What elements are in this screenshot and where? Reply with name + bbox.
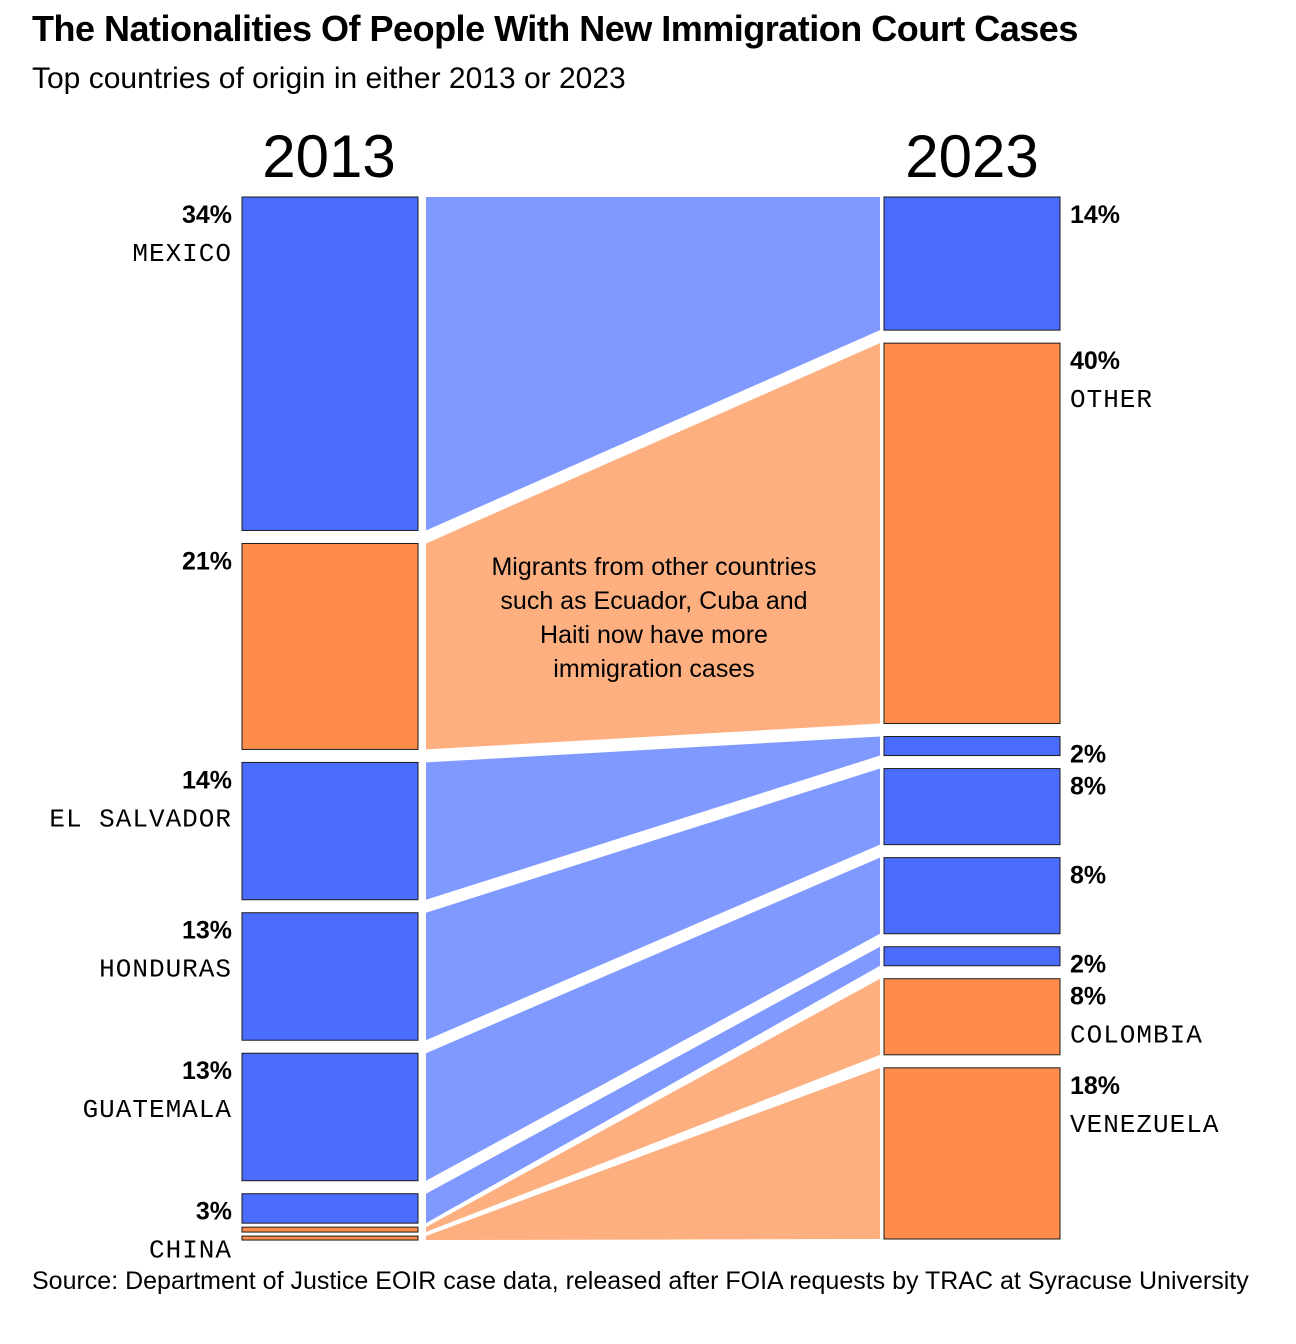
band-honduras: [426, 768, 880, 1041]
slope-chart: 34% MEXICO 14% 21% 40% OTHER 14% EL SALVADOR 2% 1…: [49, 123, 1219, 1260]
bar-2013-china: [241, 1193, 419, 1224]
pct-2013-el-salvador: 14%: [182, 766, 232, 794]
bars-2023: [883, 196, 1061, 1240]
bar-2023-venezuela: [883, 1067, 1061, 1240]
bar-labels: 34% MEXICO 14% 21% 40% OTHER 14% EL SALVADOR 2% 1…: [49, 201, 1219, 1260]
chart-title: The Nationalities Of People With New Imm…: [32, 8, 1078, 49]
pct-2023-mexico: 14%: [1070, 201, 1120, 229]
pct-2013-other: 21%: [182, 547, 232, 575]
bar-2023-guatemala: [883, 857, 1061, 935]
country-2013-honduras: HONDURAS: [99, 955, 232, 985]
pct-2023-guatemala: 8%: [1070, 862, 1106, 890]
country-2013-guatemala: GUATEMALA: [83, 1095, 232, 1125]
country-2013-china: CHINA: [149, 1236, 232, 1260]
bar-2013-el-salvador: [241, 761, 419, 901]
pct-2023-china: 2%: [1070, 951, 1106, 979]
pct-2023-venezuela: 18%: [1070, 1072, 1120, 1100]
pct-2013-china: 3%: [196, 1198, 232, 1226]
bar-2013-venezuela: [241, 1235, 419, 1241]
bar-2023-other: [883, 342, 1061, 725]
bars-2013: [241, 196, 419, 1241]
annotation-line: such as Ecuador, Cuba and: [500, 587, 807, 615]
band-mexico: [426, 197, 880, 531]
band-guatemala: [426, 857, 880, 1181]
bar-2023-el-salvador: [883, 736, 1061, 757]
bar-2023-colombia: [883, 978, 1061, 1056]
bar-2023-china: [883, 946, 1061, 967]
source-note: Source: Department of Justice EOIR case …: [32, 1267, 1249, 1295]
country-2013-el-salvador: EL SALVADOR: [49, 804, 232, 834]
bar-2013-honduras: [241, 912, 419, 1041]
bar-2013-mexico: [241, 196, 419, 531]
bar-2013-guatemala: [241, 1052, 419, 1182]
bar-2013-other: [241, 542, 419, 750]
country-2013-mexico: MEXICO: [132, 239, 232, 269]
band-other: [426, 343, 880, 750]
pct-2013-mexico: 34%: [182, 201, 232, 229]
country-2023-other: OTHER: [1070, 385, 1153, 415]
pct-2023-el-salvador: 2%: [1070, 741, 1106, 769]
annotation-line: Migrants from other countries: [491, 553, 816, 581]
band-venezuela: [426, 1067, 880, 1241]
pct-2023-colombia: 8%: [1070, 983, 1106, 1011]
year-label-2023: 2023: [905, 123, 1038, 190]
country-2023-colombia: COLOMBIA: [1070, 1021, 1203, 1051]
band-el-salvador: [426, 736, 880, 900]
pct-2013-honduras: 13%: [182, 917, 232, 945]
band-colombia: [426, 978, 880, 1233]
chart-subtitle: Top countries of origin in either 2013 o…: [32, 62, 626, 95]
flow-bands: [426, 197, 880, 1241]
annotation-line: immigration cases: [553, 655, 754, 683]
pct-2023-other: 40%: [1070, 347, 1120, 375]
year-label-2013: 2013: [262, 123, 395, 190]
bar-2013-colombia: [241, 1226, 419, 1233]
pct-2023-honduras: 8%: [1070, 773, 1106, 801]
annotation-line: Haiti now have more: [540, 621, 768, 649]
country-2023-venezuela: VENEZUELA: [1070, 1110, 1219, 1140]
annotation-text: Migrants from other countries such as Ecu…: [491, 553, 816, 683]
bar-2023-honduras: [883, 768, 1061, 846]
bar-2023-mexico: [883, 196, 1061, 331]
pct-2013-guatemala: 13%: [182, 1057, 232, 1085]
band-china: [426, 946, 880, 1224]
